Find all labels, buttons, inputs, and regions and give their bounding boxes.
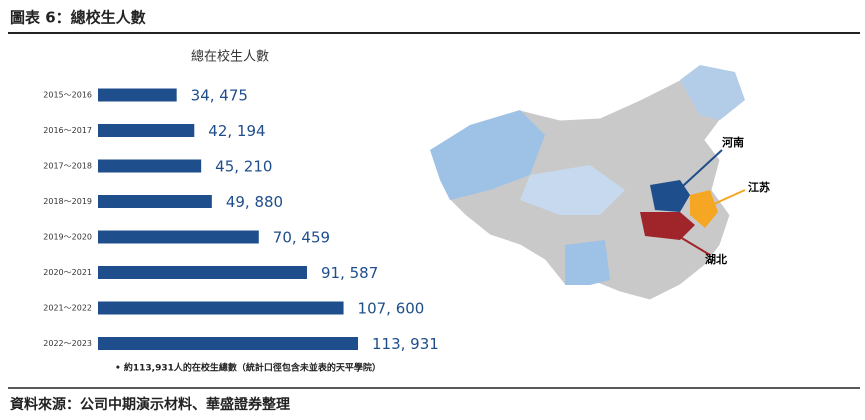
category-label: 2018～2019 <box>43 197 92 206</box>
bar <box>98 301 344 315</box>
value-label: 70, 459 <box>273 229 330 247</box>
map-region <box>565 240 610 285</box>
map-region <box>520 165 625 215</box>
bar <box>98 88 177 102</box>
chart-note: • 約113,931人的在校生總數（統計口徑包含未並表的天平學院） <box>115 362 381 374</box>
figure-title: 圖表 6：總校生人數 <box>10 9 146 27</box>
chart-title: 總在校生人數 <box>191 49 269 65</box>
category-label: 2021～2022 <box>43 304 92 313</box>
map-label: 河南 <box>722 135 744 149</box>
bar <box>98 159 202 173</box>
value-label: 49, 880 <box>226 193 283 211</box>
value-label: 34, 475 <box>191 87 248 105</box>
category-label: 2020～2021 <box>43 268 92 277</box>
category-label: 2019～2020 <box>43 233 92 242</box>
map-label: 湖北 <box>705 252 727 266</box>
callout-line <box>671 149 723 197</box>
map-hubei <box>640 212 695 240</box>
map: 河南 江苏 湖北 <box>429 64 770 301</box>
category-label: 2016～2017 <box>43 126 92 135</box>
value-label: 91, 587 <box>321 264 378 282</box>
value-label: 45, 210 <box>215 158 272 176</box>
category-label: 2015～2016 <box>43 91 92 100</box>
bar <box>98 124 195 137</box>
map-jiangsu <box>690 190 718 228</box>
value-label: 42, 194 <box>208 122 265 140</box>
value-label: 107, 600 <box>358 300 425 318</box>
bar <box>98 230 259 244</box>
map-region <box>680 65 745 120</box>
value-label: 113, 931 <box>372 335 439 353</box>
map-region <box>430 110 545 200</box>
map-label: 江苏 <box>748 180 770 194</box>
category-label: 2022～2023 <box>43 339 92 348</box>
bar <box>98 195 212 208</box>
category-label: 2017～2018 <box>43 162 92 171</box>
bar <box>98 337 358 350</box>
source: 資料來源：公司中期演示材料、華盛證券整理 <box>10 396 290 413</box>
callout-line <box>704 189 746 209</box>
callout-line <box>664 227 711 256</box>
bar <box>98 266 308 279</box>
